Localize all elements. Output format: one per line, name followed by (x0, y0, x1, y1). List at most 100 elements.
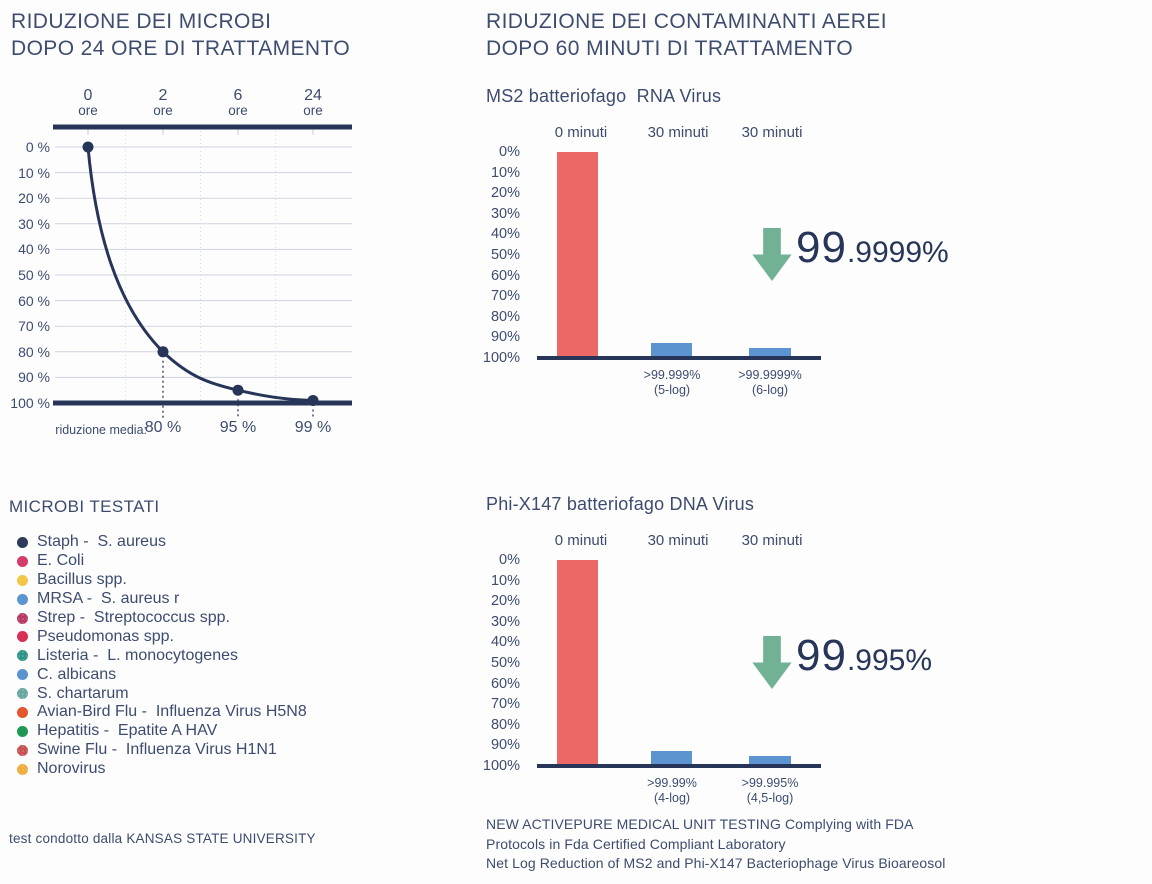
bar-30-minuti-a (651, 750, 692, 766)
y-tick-label: 20% (490, 593, 520, 610)
y-tick-label: 10 % (18, 164, 50, 181)
y-tick-label: 30 % (18, 215, 50, 232)
microbe-bullet-icon (17, 612, 28, 624)
microbe-item: Strep - Streptococcus spp. (9, 609, 307, 628)
x-label-unit: ore (228, 103, 248, 118)
microbe-item: Listeria - L. monocytogenes (9, 646, 307, 665)
bar-0-minuti (557, 152, 598, 358)
right-title-line2: DOPO 60 MINUTI DI TRATTAMENTO (486, 37, 854, 60)
reduction-pct: >99.99% (647, 776, 697, 790)
footer-line: NEW ACTIVEPURE MEDICAL UNIT TESTING Comp… (486, 816, 914, 832)
x-label-6-ore: 6 ore (210, 87, 266, 118)
microbe-bullet-icon (17, 688, 28, 700)
microbe-bullet-icon (17, 593, 28, 605)
microbe-label: Listeria - L. monocytogenes (37, 646, 238, 664)
microbe-label: Norovirus (37, 760, 106, 778)
down-arrow-icon (752, 228, 792, 281)
reduction-pct: >99.999% (643, 368, 701, 382)
headline-big: 99 (796, 223, 847, 272)
ms2-bar-chart: MS2 batteriofago RNA Virus 0 minuti 30 m… (480, 85, 1152, 415)
microbe-bullet-icon (17, 669, 28, 681)
right-title-line1: RIDUZIONE DEI CONTAMINANTI AEREI (486, 10, 887, 33)
microbe-label: Pseudomonas spp. (37, 627, 174, 645)
microbi-reduction-line-chart: 0 ore 2 ore 6 ore 24 ore 0 % 10 % 20 % 30 %… (0, 85, 420, 465)
phix147-bar-chart: Phi-X147 batteriofago DNA Virus 0 minuti… (480, 493, 1152, 823)
microbe-label: C. albicans (37, 665, 117, 683)
line-chart-plot (53, 124, 352, 419)
microbe-item: Bacillus spp. (9, 571, 307, 590)
y-tick-label: 100% (482, 757, 520, 774)
column-label-30-minuti: 30 minuti (647, 532, 709, 549)
down-arrow-icon (752, 636, 792, 689)
x-axis-baseline (537, 764, 821, 768)
left-section-title: RIDUZIONE DEI MICROBI DOPO 24 ORE DI TRA… (11, 8, 350, 62)
bar-30-minuti-a (651, 342, 692, 358)
bar-chart-title: Phi-X147 batteriofago DNA Virus (486, 494, 755, 514)
x-label-24-ore: 24 ore (285, 87, 341, 118)
microbe-label: Strep - Streptococcus spp. (37, 609, 230, 626)
x-label-unit: ore (303, 103, 323, 118)
bar-chart-title: MS2 batteriofago RNA Virus (486, 86, 722, 106)
bar-reduction-label: >99.999% (5-log) (622, 368, 722, 398)
y-tick-label: 40 % (18, 241, 50, 258)
y-tick-label: 0% (499, 144, 520, 160)
bar-30-minuti-b (749, 348, 791, 358)
bar-reduction-label: >99.995% (4,5-log) (720, 776, 820, 806)
x-label-value: 24 (304, 87, 322, 104)
microbe-item: E. Coli (9, 552, 307, 571)
footer-line: Protocols in Fda Certified Compliant Lab… (486, 835, 786, 852)
headline-reduction: 99.9999% (796, 223, 949, 273)
headline-big: 99 (796, 631, 847, 680)
microbe-item: Pseudomonas spp. (9, 627, 307, 646)
microbe-item: Avian-Bird Flu - Influenza Virus H5N8 (9, 703, 307, 722)
reduction-log: (5-log) (653, 383, 691, 397)
microbe-label: Hepatitis - Epatite A HAV (37, 722, 218, 740)
reduction-value-6h: 95 % (219, 419, 257, 436)
reduction-log: (6-log) (751, 383, 789, 397)
y-tick-label: 50 % (18, 266, 50, 283)
microbe-bullet-icon (17, 536, 28, 548)
y-tick-label: 100% (482, 349, 520, 366)
y-tick-label: 70% (490, 696, 520, 713)
y-tick-label: 60% (490, 267, 520, 284)
microbe-item: Hepatitis - Epatite A HAV (9, 722, 307, 741)
reduction-pct: >99.995% (741, 776, 799, 790)
right-section: RIDUZIONE DEI CONTAMINANTI AEREI DOPO 60… (480, 0, 1152, 884)
y-tick-label: 60 % (18, 292, 50, 309)
microbe-bullet-icon (17, 706, 28, 718)
y-tick-label: 60% (490, 675, 520, 692)
reduction-log: (4-log) (653, 791, 691, 805)
y-tick-label: 70% (490, 288, 520, 305)
column-label-30-minuti: 30 minuti (647, 124, 709, 141)
microbe-item: Staph - S. aureus (9, 533, 307, 552)
microbe-label: E. Coli (37, 552, 85, 570)
x-label-value: 0 (83, 87, 93, 104)
y-tick-label: 0% (499, 552, 520, 568)
microbe-label: Staph - S. aureus (37, 533, 166, 551)
microbe-bullet-icon (17, 650, 28, 662)
y-tick-label: 90% (490, 737, 520, 754)
y-tick-label: 50% (490, 246, 520, 263)
right-footer-note: NEW ACTIVEPURE MEDICAL UNIT TESTING Comp… (486, 815, 946, 874)
x-label-unit: ore (153, 103, 173, 118)
x-label-0-ore: 0 ore (60, 87, 116, 118)
y-tick-label: 80% (490, 308, 520, 325)
x-label-unit: ore (78, 103, 98, 118)
microbe-label: S. chartarum (37, 684, 129, 702)
y-tick-label: 40% (490, 634, 520, 651)
right-section-title: RIDUZIONE DEI CONTAMINANTI AEREI DOPO 60… (486, 8, 887, 62)
y-tick-label: 90% (490, 329, 520, 346)
y-tick-label: 10% (490, 572, 520, 589)
microbe-item: C. albicans (9, 665, 307, 684)
headline-reduction: 99.995% (796, 631, 932, 681)
microbe-label: Bacillus spp. (37, 571, 127, 589)
column-label-0-minuti: 0 minuti (554, 532, 608, 549)
left-footer-note: test condotto dalla KANSAS STATE UNIVERS… (9, 831, 316, 846)
y-tick-label: 20 % (18, 190, 50, 207)
reduction-value-2h: 80 % (144, 419, 182, 436)
microbes-title: MICROBI TESTATI (9, 497, 160, 516)
y-tick-label: 30% (490, 613, 520, 630)
x-label-value: 2 (158, 87, 168, 104)
column-label-30-minuti: 30 minuti (741, 532, 803, 549)
